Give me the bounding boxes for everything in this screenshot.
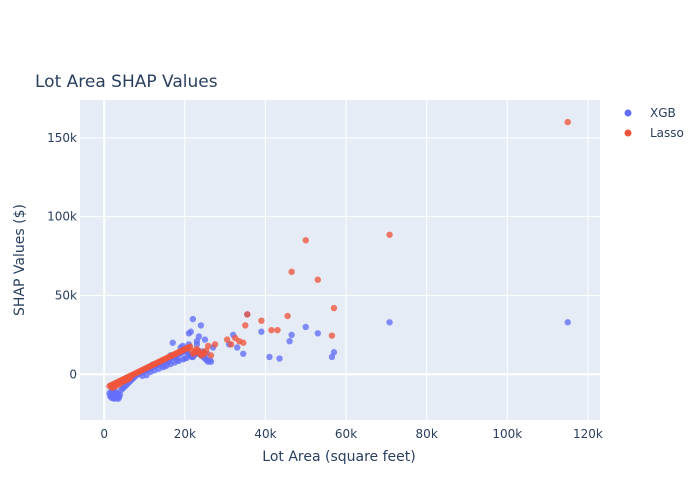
- y-tick-label: 0: [69, 367, 77, 381]
- point-xgb: [330, 349, 338, 356]
- point-xgb: [288, 331, 295, 339]
- plot-area: [80, 100, 600, 420]
- point-xgb: [193, 341, 201, 348]
- point-lasso: [288, 268, 295, 276]
- point-xgb: [195, 333, 203, 340]
- point-xgb: [169, 339, 176, 346]
- point-lasso: [314, 276, 322, 283]
- x-tick-label: 100k: [492, 427, 522, 441]
- point-xgb: [314, 330, 322, 337]
- legend[interactable]: XGB Lasso: [624, 106, 684, 140]
- x-tick-label: 20k: [174, 427, 196, 441]
- point-xgb: [276, 355, 283, 362]
- y-tick-label: 100k: [47, 210, 77, 224]
- chart-title: Lot Area SHAP Values: [35, 72, 218, 92]
- point-xgb: [564, 319, 571, 326]
- point-xgb: [258, 328, 265, 335]
- legend-marker-xgb[interactable]: [624, 109, 632, 117]
- legend-label-lasso[interactable]: Lasso: [650, 126, 684, 140]
- point-xgb: [197, 322, 205, 329]
- point-lasso: [244, 311, 251, 318]
- point-xgb: [201, 336, 209, 343]
- point-lasso: [268, 326, 275, 334]
- x-tick-label: 60k: [335, 427, 357, 441]
- point-lasso: [302, 237, 309, 244]
- point-lasso: [274, 326, 281, 334]
- legend-label-xgb[interactable]: XGB: [650, 106, 676, 120]
- point-lasso: [564, 118, 571, 126]
- point-xgb: [386, 319, 393, 326]
- point-lasso: [284, 312, 291, 320]
- x-tick-label: 120k: [573, 427, 603, 441]
- tick-labels: 0 20k 40k 60k 80k 100k 120k 0 50k 100k 150k: [47, 131, 603, 441]
- point-lasso: [386, 231, 393, 238]
- point-xgb: [189, 315, 197, 323]
- y-tick-label: 50k: [55, 288, 77, 302]
- x-tick-label: 0: [100, 427, 108, 441]
- point-lasso: [240, 339, 247, 346]
- x-axis-title: Lot Area (square feet): [262, 449, 415, 465]
- point-xgb: [240, 350, 247, 357]
- point-lasso: [211, 341, 219, 348]
- point-xgb: [234, 344, 241, 351]
- point-xgb: [207, 358, 215, 365]
- x-tick-label: 40k: [254, 427, 276, 441]
- point-lasso: [126, 375, 134, 382]
- point-xgb: [266, 353, 273, 361]
- point-lasso: [258, 317, 265, 324]
- point-xgb: [181, 355, 189, 362]
- point-lasso: [330, 304, 338, 312]
- gridlines: [80, 100, 600, 420]
- point-lasso: [328, 332, 336, 339]
- legend-marker-lasso[interactable]: [624, 129, 632, 137]
- point-lasso: [207, 352, 215, 359]
- point-lasso: [223, 336, 231, 343]
- point-xgb: [302, 323, 309, 331]
- point-xgb: [187, 328, 195, 335]
- data-points: [106, 118, 571, 402]
- point-lasso: [242, 322, 249, 329]
- point-xgb: [286, 337, 293, 345]
- point-lasso: [227, 341, 235, 348]
- y-axis-title: SHAP Values ($): [12, 204, 28, 316]
- y-tick-label: 150k: [47, 131, 77, 145]
- point-lasso: [204, 342, 212, 350]
- point-xgb: [161, 363, 168, 370]
- x-tick-label: 80k: [416, 427, 438, 441]
